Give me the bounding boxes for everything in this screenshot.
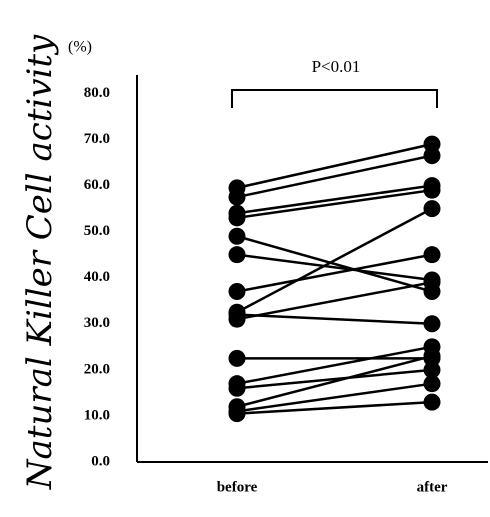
dot [228, 349, 246, 367]
y-tick-label: 50.0 [84, 223, 110, 239]
x-tick-label: before [217, 479, 258, 495]
pair-line [236, 154, 433, 199]
pair-line [236, 368, 433, 390]
significance-bracket [231, 89, 438, 108]
dot [423, 200, 441, 218]
y-tick-label: 30.0 [84, 315, 110, 331]
y-tick-label: 10.0 [84, 407, 110, 423]
y-tick-label: 20.0 [84, 361, 110, 377]
pair-line [236, 345, 433, 385]
pair-line [236, 188, 433, 220]
pair-line [236, 354, 433, 408]
y-axis-label: Natural Killer Cell activity [20, 34, 60, 490]
dot [423, 393, 441, 411]
pair-line [236, 253, 433, 293]
dot [228, 209, 246, 227]
dot [228, 379, 246, 397]
dot [228, 306, 246, 324]
y-tick-label: 80.0 [84, 85, 110, 101]
pair-line [236, 207, 433, 314]
y-tick-label: 0.0 [91, 453, 110, 469]
pair-line [236, 313, 433, 326]
pair-line [236, 235, 433, 293]
pair-line [236, 281, 433, 321]
y-tick-label: 40.0 [84, 269, 110, 285]
dot [423, 246, 441, 264]
x-tick-label: after [417, 479, 448, 495]
pair-line [236, 253, 433, 282]
y-tick-label: 70.0 [84, 131, 110, 147]
pair-line [236, 382, 433, 413]
dot [423, 361, 441, 379]
dot [228, 283, 246, 301]
dot [228, 188, 246, 206]
dot [423, 273, 441, 291]
dot [423, 315, 441, 333]
pair-line [236, 142, 433, 190]
dot [423, 181, 441, 199]
pair-line [236, 400, 433, 415]
dot [423, 375, 441, 393]
dot [228, 405, 246, 423]
dot [423, 347, 441, 365]
y-unit: (%) [68, 39, 92, 56]
y-tick-label: 60.0 [84, 177, 110, 193]
dot [228, 246, 246, 264]
dot [423, 147, 441, 165]
pair-line [236, 184, 433, 215]
dot [228, 227, 246, 245]
annotation: P<0.01 [312, 57, 361, 76]
